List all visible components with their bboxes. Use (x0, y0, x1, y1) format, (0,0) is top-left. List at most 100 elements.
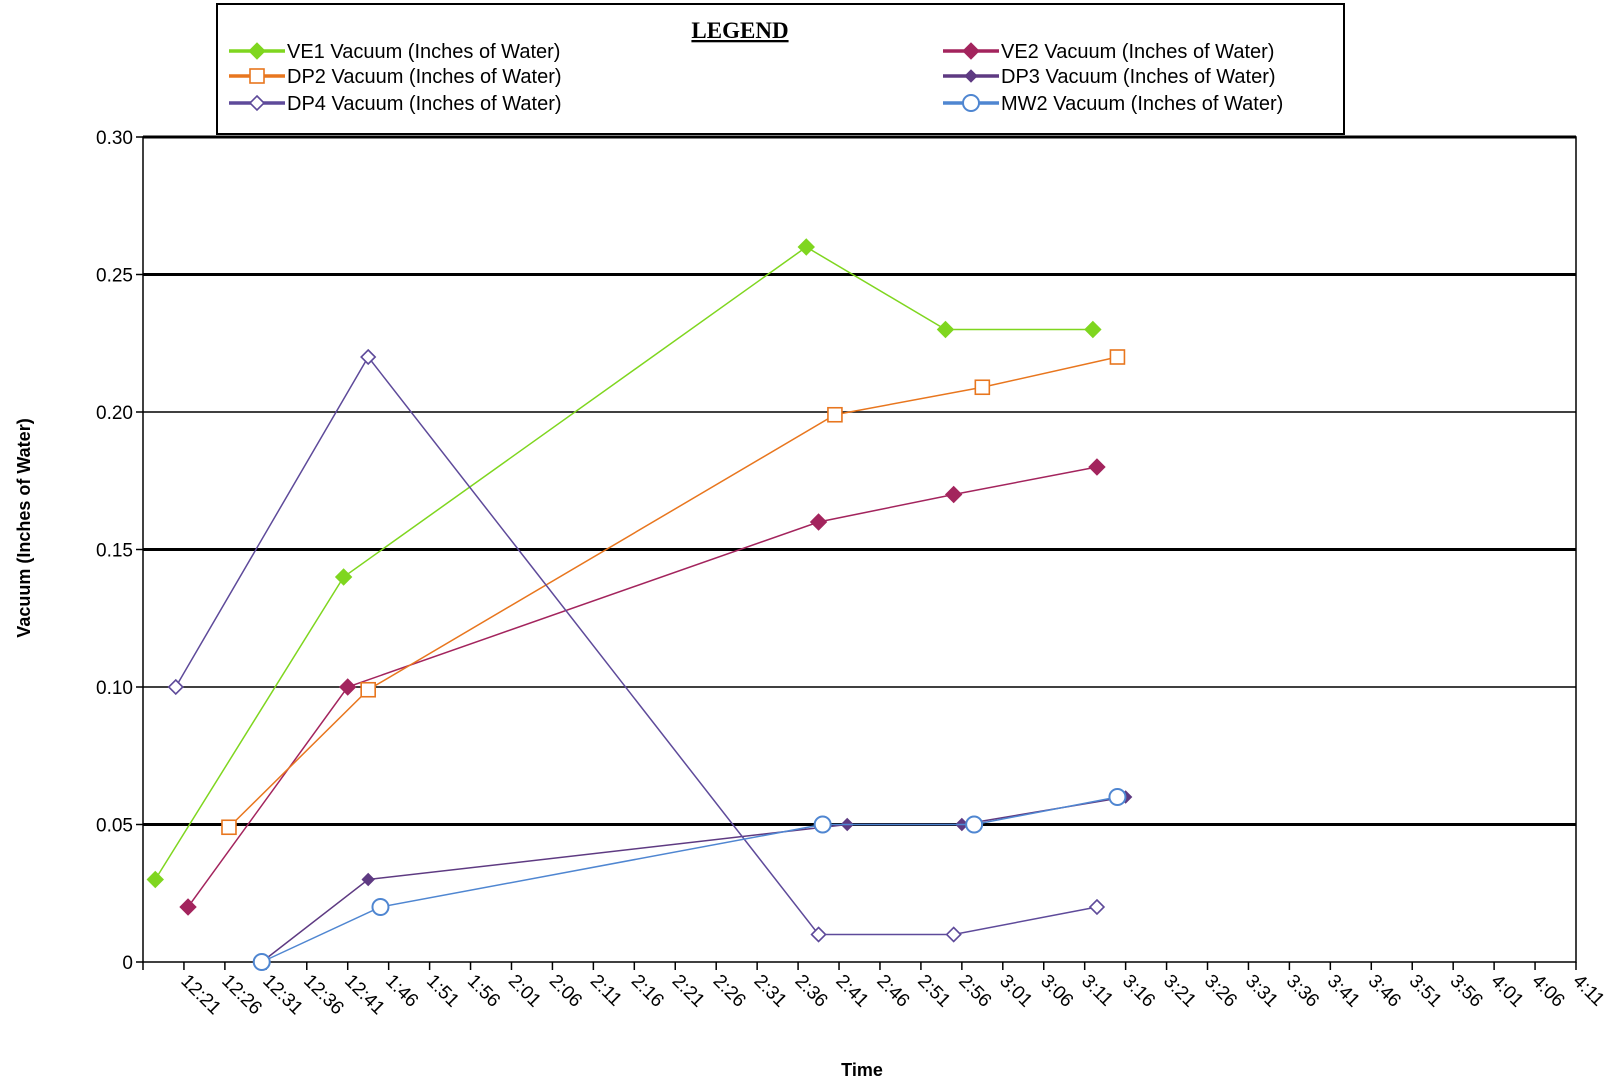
y-tick-label: 0.05 (96, 816, 133, 837)
x-tick-label: 2:26 (709, 971, 750, 1012)
x-tick-label: 2:16 (627, 971, 668, 1012)
x-tick-label: 2:31 (750, 971, 791, 1012)
data-point (810, 926, 827, 943)
x-tick-label: 3:51 (1405, 971, 1446, 1012)
data-point (1088, 898, 1106, 916)
series-6 (252, 788, 1127, 971)
series-line (261, 796, 1118, 963)
legend-marker (962, 42, 980, 60)
data-point (945, 926, 962, 943)
x-axis-label: Time (841, 1060, 883, 1080)
legend-entry: DP2 Vacuum (Inches of Water) (229, 66, 562, 88)
x-tick-label: 4:11 (1568, 971, 1608, 1011)
data-point (1109, 349, 1126, 365)
legend-label: MW2 Vacuum (Inches of Water) (1001, 93, 1283, 115)
x-tick-label: 3:31 (1241, 971, 1282, 1012)
data-point (334, 568, 353, 586)
data-point (1088, 458, 1106, 476)
x-tick-label: 3:56 (1446, 971, 1487, 1012)
data-point (179, 898, 197, 916)
x-tick-label: 12:41 (340, 971, 388, 1019)
y-tick-label: 0.25 (96, 266, 133, 287)
x-tick-label: 1:51 (422, 971, 463, 1012)
data-point (936, 320, 955, 339)
data-point (797, 238, 815, 256)
data-point (167, 678, 184, 696)
data-point (827, 406, 843, 423)
x-tick-label: 2:46 (872, 971, 913, 1012)
x-tick-label: 2:21 (668, 971, 709, 1012)
data-point (965, 815, 984, 834)
grid-lines (143, 135, 1576, 826)
data-point (146, 870, 164, 889)
legend-label: VE1 Vacuum (Inches of Water) (287, 41, 560, 63)
x-tick-label: 3:26 (1200, 971, 1241, 1012)
x-tick-label: 3:16 (1118, 971, 1159, 1012)
x-tick-label: 2:56 (954, 971, 995, 1012)
y-tick-label: 0.30 (96, 128, 133, 149)
data-point (339, 678, 357, 696)
legend-marker (249, 68, 265, 84)
series-3 (221, 349, 1126, 836)
legend-entry: DP3 Vacuum (Inches of Water) (943, 66, 1276, 88)
x-tick-label: 2:06 (545, 971, 586, 1012)
data-point (944, 485, 963, 504)
data-point (252, 953, 271, 971)
x-tick-label: 3:21 (1159, 971, 1200, 1012)
data-point (813, 815, 832, 834)
legend-entry: DP4 Vacuum (Inches of Water) (229, 93, 562, 115)
legend-box (216, 3, 1345, 135)
x-tick-label: 3:06 (1036, 971, 1077, 1012)
x-tick-label: 3:41 (1323, 971, 1364, 1012)
data-point (371, 898, 390, 916)
legend: LEGEND VE1 Vacuum (Inches of Water) VE2 V… (216, 3, 1345, 135)
data-point (361, 872, 375, 887)
data-point (1084, 320, 1102, 339)
data-point (360, 681, 376, 698)
series-line (175, 355, 1098, 936)
x-tick-label: 12:31 (258, 971, 306, 1019)
x-tick-label: 2:01 (504, 971, 545, 1012)
y-tick-label: 0.15 (96, 541, 133, 562)
series-layer (146, 238, 1133, 971)
data-point (221, 819, 237, 836)
x-tick-label: 1:56 (463, 971, 504, 1012)
data-point (809, 513, 828, 531)
data-point (974, 379, 991, 396)
x-tick-label: 2:36 (791, 971, 832, 1012)
legend-marker (248, 42, 266, 60)
y-axis-label: Vacuum (Inches of Water) (14, 418, 34, 637)
legend-label: VE2 Vacuum (Inches of Water) (1001, 41, 1274, 63)
data-point (360, 348, 377, 366)
series-line (261, 796, 1126, 963)
series-line (154, 246, 1093, 880)
legend-label: DP4 Vacuum (Inches of Water) (287, 93, 562, 115)
legend-title: LEGEND (691, 18, 788, 43)
legend-marker (248, 94, 266, 112)
legend-entry: VE1 Vacuum (Inches of Water) (229, 41, 560, 63)
series-2 (179, 458, 1106, 916)
legend-marker (962, 94, 980, 112)
legend-entry: VE2 Vacuum (Inches of Water) (943, 41, 1274, 63)
x-tick-label: 3:46 (1364, 971, 1405, 1012)
y-tick-label: 0.20 (96, 403, 133, 424)
x-tick-label: 3:01 (995, 971, 1036, 1012)
x-tick-label: 3:11 (1077, 971, 1117, 1011)
y-tick-label: 0.10 (96, 678, 133, 699)
x-tick-label: 4:06 (1528, 971, 1569, 1012)
x-tick-label: 2:11 (586, 971, 626, 1011)
y-axis-ticks: 0 0.05 0.10 0.15 0.20 0.25 0.30 (96, 128, 143, 974)
series-5 (167, 348, 1106, 943)
legend-label: DP3 Vacuum (Inches of Water) (1001, 66, 1276, 88)
legend-entry: MW2 Vacuum (Inches of Water) (943, 93, 1283, 115)
y-tick-label: 0 (122, 953, 133, 974)
legend-label: DP2 Vacuum (Inches of Water) (287, 66, 562, 88)
series-1 (146, 238, 1102, 889)
x-tick-label: 12:26 (217, 971, 265, 1019)
x-tick-label: 12:36 (299, 971, 347, 1019)
series-4 (255, 790, 1133, 969)
x-tick-label: 12:21 (176, 971, 224, 1019)
legend-marker (964, 69, 978, 83)
